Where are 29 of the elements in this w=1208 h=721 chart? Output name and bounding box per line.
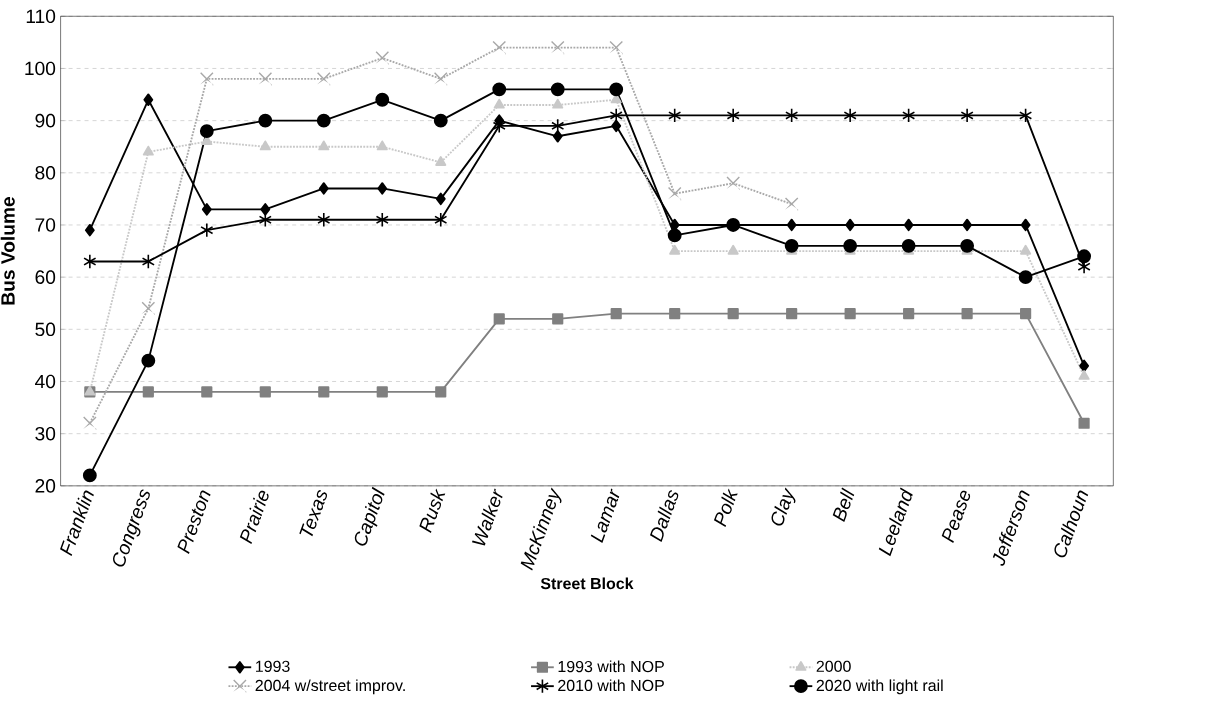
y-tick-label: 90 <box>35 114 56 128</box>
x-tick-label: Dallas <box>649 490 679 543</box>
y-tick-label: 70 <box>35 218 56 232</box>
x-tick-label: Lamar <box>590 488 620 544</box>
x-tick-label: Texas <box>299 490 328 537</box>
y-tick-label: 60 <box>35 270 56 285</box>
y-tick-label: 20 <box>35 479 56 493</box>
y-tick-label: 30 <box>35 427 56 441</box>
x-axis-title: Street Block <box>540 577 634 590</box>
legend-label: 2020 with light rail <box>816 679 943 695</box>
y-tick-label: 80 <box>35 166 56 180</box>
x-tick-label: Clay <box>771 487 796 526</box>
y-tick-label: 50 <box>35 322 56 337</box>
x-tick-label: Bell <box>832 487 855 523</box>
x-tick-label: Capitol <box>354 487 385 546</box>
x-tick-label: Walker <box>471 488 503 546</box>
legend-label: 2000 <box>816 660 851 673</box>
x-tick-label: Rusk <box>419 488 446 534</box>
x-tick-label: Polk <box>713 488 738 528</box>
y-tick-label: 100 <box>25 61 56 76</box>
x-tick-label: Pease <box>941 490 971 544</box>
legend-label: 2010 with NOP <box>558 679 664 692</box>
x-tick-label: Prairie <box>239 490 269 545</box>
y-tick-label: 40 <box>35 374 56 389</box>
legend-label: 2004 w/street improv. <box>255 679 405 695</box>
y-tick-label: 110 <box>26 9 56 24</box>
legend-label: 1993 <box>256 660 290 673</box>
legend-label: 1993 with NOP <box>558 660 664 673</box>
y-axis-title: Bus Volume <box>0 197 15 305</box>
